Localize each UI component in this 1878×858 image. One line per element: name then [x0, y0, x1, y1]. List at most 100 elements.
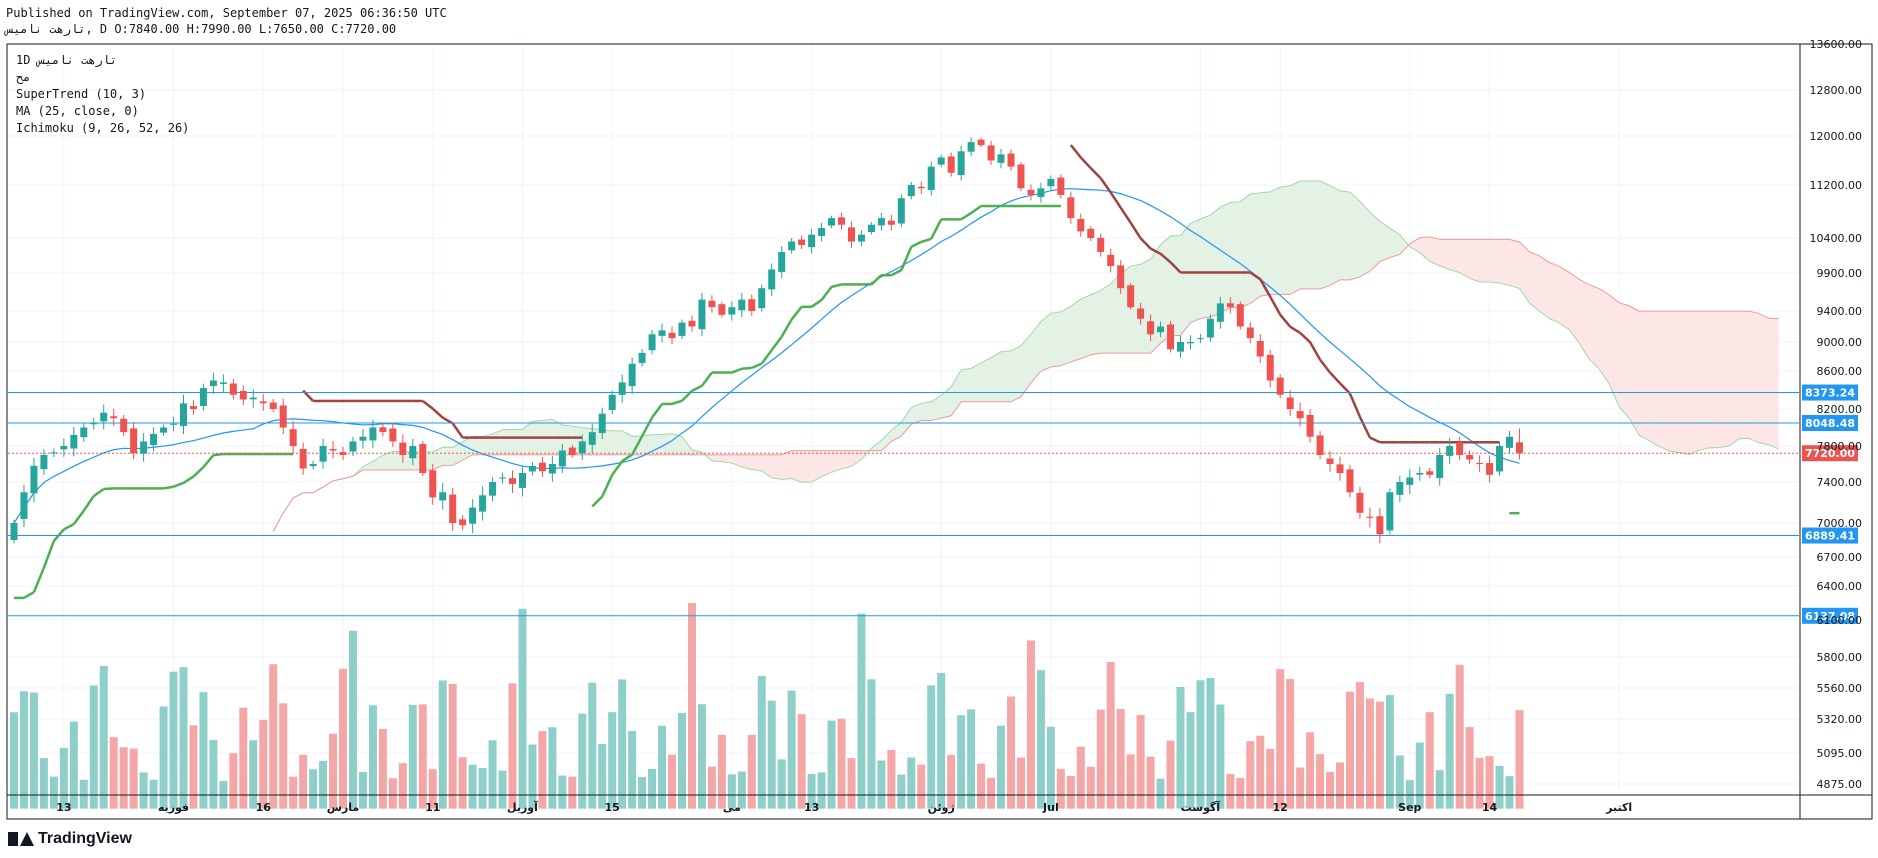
volume-bar: [677, 712, 686, 809]
candle-body: [608, 394, 616, 410]
chart-pane-border: [6, 43, 1873, 820]
cloud-segment: [1629, 305, 1640, 435]
supertrend-segment: [651, 403, 664, 419]
volume-bar: [1076, 746, 1085, 809]
cloud-segment: [1140, 258, 1151, 354]
ma-line: [13, 188, 1520, 524]
cloud-segment: [1499, 239, 1510, 286]
supertrend-segment: [1129, 222, 1142, 239]
supertrend-segment: [173, 481, 184, 488]
cloud-segment: [911, 403, 922, 425]
candle-body: [1137, 308, 1145, 319]
published-caption: Published on TradingView.com, September …: [6, 6, 447, 20]
candles: [10, 137, 1523, 544]
supertrend-segment: [93, 487, 105, 497]
volume-bar: [149, 779, 158, 809]
volume-bar: [1485, 756, 1494, 809]
cloud-segment: [1659, 311, 1670, 452]
candle-body: [20, 492, 28, 519]
candle-body: [1067, 197, 1075, 219]
candle-body: [1266, 354, 1274, 381]
volume-bar: [428, 769, 437, 809]
tradingview-logo-icon: [8, 832, 34, 846]
price-tick-label: 6100.00: [1817, 614, 1863, 627]
volume-bar: [119, 747, 128, 809]
supertrend-segment: [1269, 296, 1282, 316]
volume-bar: [179, 667, 188, 809]
price-tick-label: 7000.00: [1817, 517, 1863, 530]
candle-body: [1506, 436, 1513, 448]
volume-bar: [1046, 726, 1055, 809]
cloud-segment: [1579, 279, 1590, 360]
volume-bar: [1316, 754, 1325, 809]
candle-body: [1276, 377, 1284, 395]
volume-bar: [1326, 771, 1335, 809]
supertrend-segment: [422, 399, 434, 410]
supertrend-segment: [442, 416, 454, 425]
supertrend-segment: [930, 218, 943, 240]
supertrend-segment: [621, 453, 633, 463]
cloud-segment: [642, 434, 653, 455]
volume-bar: [588, 682, 597, 809]
candle-body: [937, 157, 945, 165]
cloud-segment: [1220, 202, 1231, 313]
time-tick-label: مى: [723, 801, 741, 814]
candle-body: [309, 464, 317, 467]
cloud-segment: [1748, 311, 1759, 443]
volume-bar: [847, 758, 856, 809]
candle-body: [788, 241, 796, 251]
volume-bar: [10, 712, 18, 809]
candle-body: [80, 427, 88, 438]
tradingview-logo[interactable]: TradingView: [8, 830, 132, 848]
supertrend-segment: [1249, 271, 1261, 281]
volume-bar: [658, 725, 667, 809]
candle-body: [947, 156, 955, 173]
candle-body: [1346, 469, 1354, 493]
candle-body: [708, 300, 716, 308]
volume-bar: [538, 731, 547, 809]
volume-bar: [1425, 712, 1434, 809]
legend-indicator-supertrend[interactable]: SuperTrend (10, 3): [16, 87, 147, 101]
volume-bar: [249, 740, 258, 809]
supertrend-segment: [820, 286, 833, 301]
candle-body: [1107, 254, 1115, 266]
candle-body: [628, 363, 636, 387]
volume-bar: [1236, 777, 1245, 809]
volume-bar: [1056, 768, 1065, 809]
cloud-segment: [821, 450, 832, 477]
supertrend-segment: [32, 567, 46, 593]
volume-bar: [897, 774, 906, 809]
cloud-segment: [1609, 294, 1620, 407]
supertrend-segment: [182, 475, 195, 484]
volume-bar: [229, 753, 238, 809]
legend-indicator-ma[interactable]: MA (25, close, 0): [16, 104, 139, 118]
horizontal-level-label: 6889.41: [1805, 530, 1855, 543]
candle-body: [957, 151, 965, 176]
cloud-segment: [1170, 235, 1181, 336]
cloud-segment: [1020, 334, 1031, 397]
volume-bar: [578, 713, 587, 809]
volume-bar: [1465, 727, 1474, 809]
volume-bar: [827, 720, 836, 809]
volume-bar: [548, 727, 557, 809]
cloud-segment: [1569, 272, 1580, 344]
cloud-segment: [1559, 266, 1570, 330]
candle-body: [1186, 342, 1194, 344]
volume-bar: [737, 771, 746, 809]
cloud-segment: [751, 454, 762, 472]
candle-body: [449, 494, 457, 523]
cloud-segment: [1429, 236, 1440, 266]
candle-body: [1356, 492, 1364, 513]
candle-body: [688, 320, 696, 327]
candle-body: [90, 422, 98, 425]
time-axis[interactable]: 13 فوريه 16 مارس 11 آوريل 15 مى 13 ژوئن Jul آگوست 12…: [56, 800, 1632, 814]
price-axis[interactable]: 13600.0012800.0012000.0011200.0010400.00…: [1810, 38, 1863, 791]
candle-body: [748, 299, 756, 311]
volume-bar: [1385, 695, 1394, 809]
supertrend-segment: [1259, 278, 1272, 298]
cloud-segment: [1250, 192, 1261, 304]
cloud-segment: [482, 433, 493, 455]
price-tick-label: 5800.00: [1817, 651, 1863, 664]
legend-indicator-ichimoku[interactable]: Ichimoku (9, 26, 52, 26): [16, 121, 190, 135]
